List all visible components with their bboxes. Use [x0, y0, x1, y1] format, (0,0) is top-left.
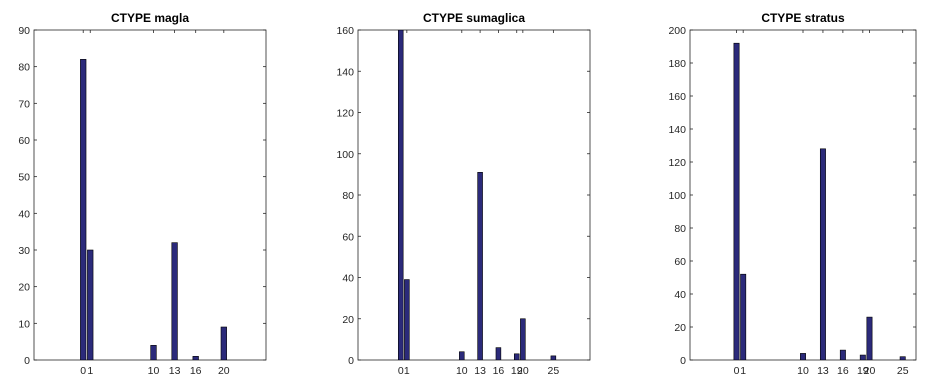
x-tick-label-magla: 13 — [169, 365, 181, 376]
x-tick-label-sumaglica: 20 — [517, 365, 529, 376]
y-tick-label-stratus: 140 — [668, 124, 686, 136]
x-tick-label-stratus: 13 — [817, 365, 829, 376]
y-tick-label-stratus: 160 — [668, 91, 686, 103]
bar-sumaglica-19 — [513, 353, 520, 360]
bar-stratus-13 — [819, 148, 826, 360]
x-tick-label-stratus: 0 — [734, 365, 740, 376]
bar-sumaglica-13 — [477, 172, 483, 360]
x-tick-label-magla: 10 — [148, 365, 160, 376]
y-tick-label-magla: 0 — [24, 355, 30, 367]
y-tick-label-stratus: 40 — [674, 289, 686, 301]
bar-stratus-0 — [733, 42, 740, 360]
bar-stratus-10 — [800, 353, 806, 360]
x-tick-label-stratus: 1 — [740, 365, 746, 376]
plot-area-stratus — [689, 29, 917, 361]
y-tick-label-magla: 10 — [18, 318, 30, 330]
bar-stratus-1 — [740, 273, 747, 360]
y-tick-label-sumaglica: 20 — [342, 314, 354, 326]
x-tick-label-stratus: 25 — [897, 365, 909, 376]
bar-stratus-16 — [839, 349, 846, 360]
y-tick-label-stratus: 180 — [668, 58, 686, 70]
bar-magla-13 — [171, 242, 178, 360]
y-tick-label-stratus: 80 — [674, 223, 686, 235]
chart-title-magla: CTYPE magla — [111, 11, 189, 25]
bar-stratus-25 — [899, 356, 906, 360]
x-tick-label-magla: 16 — [190, 365, 202, 376]
bar-magla-16 — [192, 356, 199, 360]
y-tick-label-magla: 40 — [18, 208, 30, 220]
bar-sumaglica-25 — [550, 355, 557, 360]
y-tick-label-sumaglica: 0 — [348, 355, 354, 367]
y-tick-label-stratus: 20 — [674, 322, 686, 334]
bar-sumaglica-16 — [495, 347, 502, 360]
chart-title-sumaglica: CTYPE sumaglica — [423, 11, 525, 25]
bar-sumaglica-20 — [520, 318, 526, 360]
y-tick-label-sumaglica: 40 — [342, 273, 354, 285]
bar-sumaglica-0 — [397, 30, 404, 360]
x-tick-label-sumaglica: 1 — [404, 365, 410, 376]
x-tick-label-stratus: 20 — [864, 365, 876, 376]
y-tick-label-magla: 50 — [18, 172, 30, 184]
plot-area-sumaglica — [357, 29, 591, 361]
y-tick-label-sumaglica: 80 — [342, 190, 354, 202]
x-tick-label-stratus: 16 — [837, 365, 849, 376]
y-tick-label-magla: 20 — [18, 282, 30, 294]
y-tick-label-magla: 90 — [18, 25, 30, 37]
x-tick-label-sumaglica: 16 — [493, 365, 505, 376]
bar-magla-20 — [220, 326, 227, 360]
y-tick-label-magla: 70 — [18, 98, 30, 110]
y-tick-label-sumaglica: 60 — [342, 231, 354, 243]
x-tick-label-sumaglica: 0 — [398, 365, 404, 376]
bar-magla-1 — [87, 249, 94, 360]
x-tick-label-sumaglica: 25 — [548, 365, 560, 376]
x-tick-label-stratus: 10 — [797, 365, 809, 376]
y-tick-label-sumaglica: 140 — [336, 66, 354, 78]
bar-sumaglica-1 — [404, 279, 410, 360]
y-tick-label-sumaglica: 120 — [336, 108, 354, 120]
bar-sumaglica-10 — [459, 351, 465, 360]
y-tick-label-sumaglica: 160 — [336, 25, 354, 37]
y-tick-label-magla: 30 — [18, 245, 30, 257]
x-tick-label-magla: 1 — [87, 365, 93, 376]
bar-magla-10 — [150, 345, 157, 360]
bars-sumaglica — [397, 30, 557, 360]
x-tick-label-magla: 20 — [218, 365, 230, 376]
chart-title-stratus: CTYPE stratus — [761, 11, 845, 25]
y-tick-label-magla: 80 — [18, 62, 30, 74]
bars-magla — [80, 59, 227, 360]
x-tick-label-sumaglica: 19 — [511, 365, 523, 376]
y-tick-label-magla: 60 — [18, 135, 30, 147]
bar-stratus-20 — [866, 316, 873, 360]
y-tick-label-stratus: 100 — [668, 190, 686, 202]
x-tick-label-sumaglica: 13 — [474, 365, 486, 376]
bar-magla-0 — [80, 59, 87, 360]
y-tick-label-stratus: 0 — [680, 355, 686, 367]
plot-area-magla — [33, 29, 267, 361]
y-tick-label-stratus: 120 — [668, 157, 686, 169]
panel-stratus: CTYPE stratus020406080100120140160180200… — [668, 11, 917, 376]
y-tick-label-stratus: 200 — [668, 25, 686, 37]
bars-stratus — [733, 42, 906, 360]
x-tick-label-sumaglica: 10 — [456, 365, 468, 376]
bar-stratus-19 — [859, 354, 866, 360]
x-tick-label-stratus: 19 — [857, 365, 869, 376]
y-tick-label-stratus: 60 — [674, 256, 686, 268]
x-tick-label-magla: 0 — [80, 365, 86, 376]
y-tick-label-sumaglica: 100 — [336, 149, 354, 161]
